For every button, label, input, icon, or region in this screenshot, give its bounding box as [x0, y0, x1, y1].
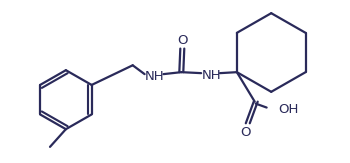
Text: O: O [240, 126, 251, 139]
Text: OH: OH [279, 103, 299, 116]
Text: NH: NH [201, 69, 221, 82]
Text: O: O [177, 34, 188, 47]
Text: NH: NH [145, 70, 164, 83]
